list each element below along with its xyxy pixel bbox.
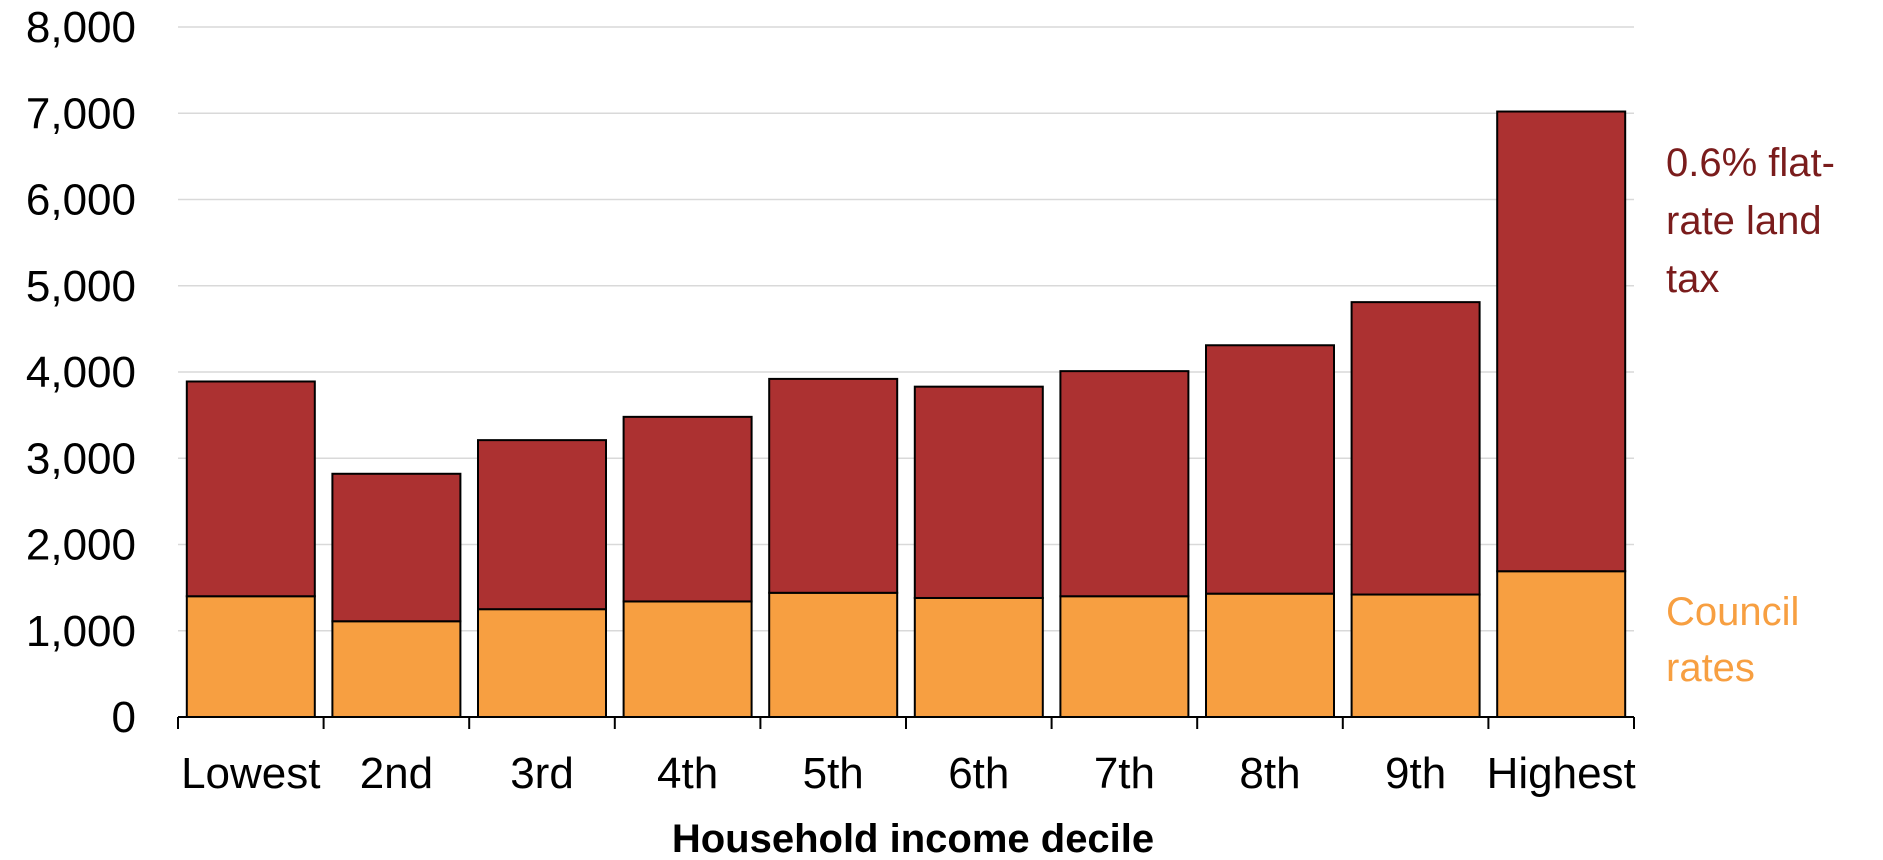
bar-council-rates bbox=[622, 600, 753, 718]
series-labels: 0.6% flat-rate land tax Council rates bbox=[1666, 141, 1835, 690]
series-label-council-rates: rates bbox=[1666, 646, 1755, 690]
x-tick-label: Lowest bbox=[181, 749, 320, 798]
bar-council-rates bbox=[1059, 595, 1190, 718]
axes bbox=[177, 716, 1635, 729]
bar-land-tax bbox=[331, 472, 462, 623]
y-tick-label: 7,000 bbox=[26, 89, 136, 138]
bar-land-tax bbox=[1205, 344, 1335, 595]
bar-council-rates bbox=[913, 596, 1044, 718]
y-tick-label: 8,000 bbox=[26, 3, 136, 52]
y-tick-labels: 0 1,000 2,000 3,000 4,000 5,000 6,000 7,000 8,00… bbox=[26, 3, 136, 742]
bar-land-tax bbox=[185, 380, 316, 598]
bar-land-tax bbox=[477, 439, 607, 611]
x-tick-label: 5th bbox=[803, 749, 864, 798]
y-tick-label: 0 bbox=[112, 693, 136, 742]
x-tick-label: 8th bbox=[1239, 749, 1300, 798]
bar-council-rates bbox=[1205, 592, 1335, 718]
bar-land-tax bbox=[1496, 110, 1627, 573]
bar-land-tax bbox=[622, 415, 753, 603]
y-tick-label: 3,000 bbox=[26, 434, 136, 483]
y-tick-label: 5,000 bbox=[26, 262, 136, 311]
bars bbox=[185, 110, 1627, 719]
x-tick-label: 3rd bbox=[510, 749, 574, 798]
x-tick-label: 9th bbox=[1385, 749, 1446, 798]
series-label-land-tax: tax bbox=[1666, 257, 1719, 301]
bar-land-tax bbox=[1059, 370, 1190, 598]
bar-council-rates bbox=[477, 608, 607, 718]
series-label-land-tax: 0.6% flat- bbox=[1666, 141, 1835, 185]
bar-land-tax bbox=[1350, 301, 1481, 596]
x-tick-labels: Lowest 2nd 3rd 4th 5th 6th 7th 8th 9th Highest bbox=[181, 749, 1636, 798]
x-axis-title: Household income decile bbox=[672, 817, 1154, 860]
bar-council-rates bbox=[768, 591, 899, 718]
bar-council-rates bbox=[331, 620, 462, 719]
y-tick-label: 2,000 bbox=[26, 521, 136, 570]
series-label-land-tax: rate land bbox=[1666, 199, 1822, 243]
y-tick-label: 1,000 bbox=[26, 607, 136, 656]
bar-council-rates bbox=[1496, 570, 1627, 718]
x-tick-label: Highest bbox=[1487, 749, 1636, 798]
y-tick-label: 4,000 bbox=[26, 348, 136, 397]
bar-land-tax bbox=[768, 377, 899, 594]
x-tick-label: 2nd bbox=[360, 749, 433, 798]
y-tick-label: 6,000 bbox=[26, 176, 136, 225]
x-tick-label: 7th bbox=[1094, 749, 1155, 798]
x-tick-label: 4th bbox=[657, 749, 718, 798]
bar-council-rates bbox=[1350, 593, 1481, 719]
bar-land-tax bbox=[913, 385, 1044, 599]
bar-council-rates bbox=[185, 595, 316, 718]
x-tick-label: 6th bbox=[948, 749, 1009, 798]
series-label-council-rates: Council bbox=[1666, 590, 1799, 634]
